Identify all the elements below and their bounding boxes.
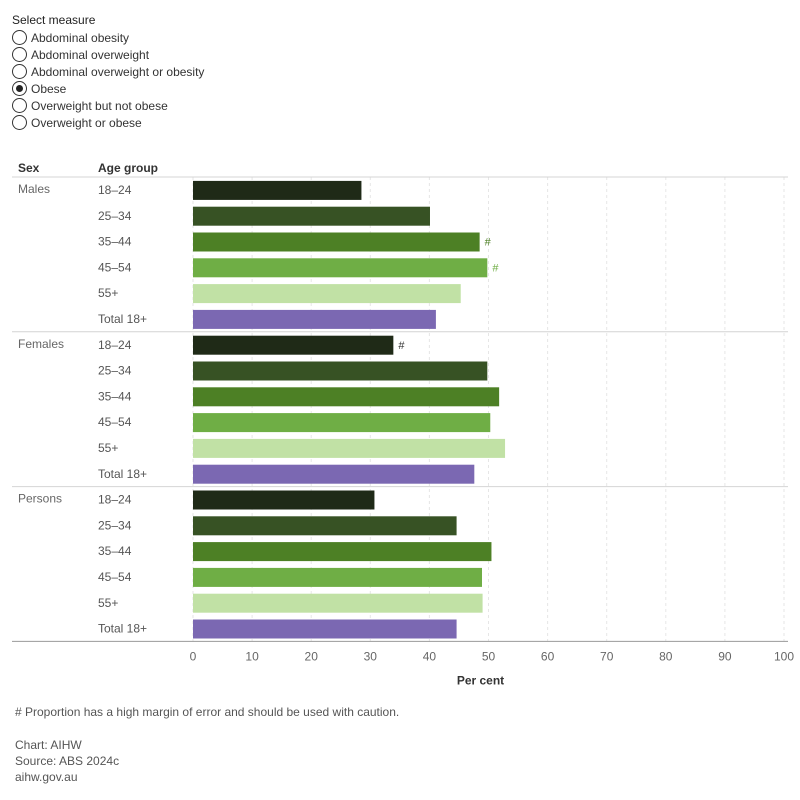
bar (193, 516, 457, 536)
bar (193, 258, 488, 278)
bar (193, 180, 362, 200)
measure-selector: Select measure Abdominal obesity Abdomina… (12, 13, 204, 131)
radio-button[interactable] (12, 30, 27, 45)
website-link[interactable]: aihw.gov.au (15, 770, 78, 784)
bar (193, 387, 500, 407)
age-group-label: 35–44 (98, 235, 132, 249)
age-group-label: 45–54 (98, 415, 132, 429)
age-group-label: 18–24 (98, 338, 132, 352)
radio-button[interactable] (12, 47, 27, 62)
bar (193, 567, 482, 587)
x-tick-label: 40 (423, 649, 437, 663)
bar (193, 490, 375, 510)
bar (193, 232, 480, 252)
age-group-label: Total 18+ (98, 312, 147, 326)
age-group-label: 18–24 (98, 183, 132, 197)
chart-credit: Chart: AIHW (15, 738, 82, 752)
bar (193, 335, 394, 355)
caution-flag: # (398, 340, 405, 352)
measure-option[interactable]: Overweight but not obese (12, 97, 204, 114)
bar (193, 464, 475, 484)
bar (193, 361, 488, 381)
measure-option[interactable]: Abdominal overweight (12, 46, 204, 63)
chart-source: Source: ABS 2024c (15, 754, 120, 768)
bar (193, 284, 461, 304)
sex-group-label: Females (18, 337, 64, 351)
radio-button[interactable] (12, 64, 27, 79)
measure-option[interactable]: Overweight or obese (12, 114, 204, 131)
measure-selector-title: Select measure (12, 13, 96, 27)
age-column-header: Age group (98, 161, 158, 175)
x-tick-label: 0 (190, 649, 197, 663)
age-group-label: 25–34 (98, 209, 132, 223)
caution-flag: # (492, 262, 499, 274)
x-tick-label: 50 (482, 649, 496, 663)
x-tick-label: 30 (364, 649, 378, 663)
caution-flag: # (485, 237, 492, 249)
age-group-label: 18–24 (98, 493, 132, 507)
age-group-label: 55+ (98, 286, 118, 300)
bar (193, 206, 430, 226)
measure-option-label: Overweight but not obese (31, 98, 168, 113)
age-group-label: 25–34 (98, 364, 132, 378)
bar-chart: Sex Age group Males 18–24 25–34 35–44 #45–54 #5… (12, 161, 794, 687)
measure-options: Abdominal obesity Abdominal overweight Abd… (12, 29, 204, 131)
footnote: # Proportion has a high margin of error … (15, 705, 400, 719)
bar (193, 593, 483, 613)
measure-option[interactable]: Abdominal obesity (12, 29, 204, 46)
sex-column-header: Sex (18, 161, 40, 175)
measure-option-label: Overweight or obese (31, 115, 142, 130)
x-tick-label: 60 (541, 649, 555, 663)
x-axis-title: Per cent (457, 673, 504, 687)
age-group-label: 25–34 (98, 518, 132, 532)
x-tick-label: 70 (600, 649, 614, 663)
age-group-label: Total 18+ (98, 622, 147, 636)
age-group-label: Total 18+ (98, 467, 147, 481)
age-group-label: 55+ (98, 596, 118, 610)
measure-option-label: Abdominal overweight or obesity (31, 64, 205, 79)
bar (193, 309, 436, 329)
measure-option-label: Obese (31, 81, 67, 96)
age-group-label: 45–54 (98, 260, 132, 274)
age-group-label: 45–54 (98, 570, 132, 584)
x-tick-label: 20 (305, 649, 319, 663)
measure-option[interactable]: Obese (12, 80, 204, 97)
age-group-label: 55+ (98, 441, 118, 455)
measure-option-label: Abdominal overweight (31, 47, 150, 62)
sex-group-label: Males (18, 182, 50, 196)
x-tick-label: 100 (774, 649, 794, 663)
radio-button[interactable] (12, 115, 27, 130)
radio-button[interactable] (12, 98, 27, 113)
bar (193, 542, 492, 562)
measure-option-label: Abdominal obesity (31, 30, 130, 45)
radio-button[interactable] (12, 81, 27, 96)
sex-group-label: Persons (18, 492, 62, 506)
measure-option[interactable]: Abdominal overweight or obesity (12, 63, 204, 80)
age-group-label: 35–44 (98, 389, 132, 403)
age-group-label: 35–44 (98, 544, 132, 558)
bar (193, 413, 491, 433)
bar (193, 438, 506, 458)
bar (193, 619, 457, 639)
x-tick-label: 10 (245, 649, 259, 663)
x-tick-label: 80 (659, 649, 673, 663)
x-tick-label: 90 (718, 649, 732, 663)
